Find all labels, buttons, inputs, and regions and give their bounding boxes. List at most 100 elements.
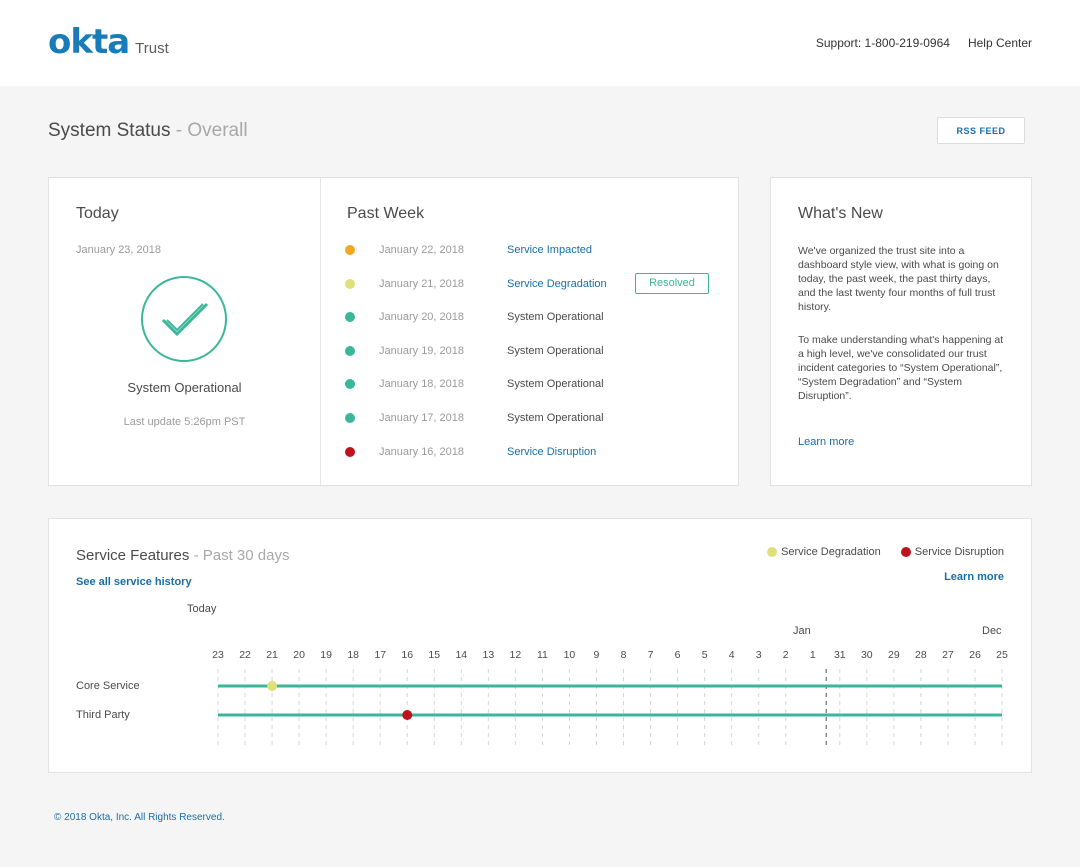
today-heading: Today xyxy=(76,205,119,222)
past-week-status: System Operational xyxy=(507,311,604,324)
legend-item-degradation: Service Degradation xyxy=(767,546,881,558)
okta-trust-logo[interactable]: okta Trust xyxy=(48,22,169,62)
operational-check-icon xyxy=(141,276,227,362)
incident-marker xyxy=(267,681,278,691)
whats-new-heading: What's New xyxy=(798,205,883,222)
status-card: Today January 23, 2018 System Operationa… xyxy=(48,177,739,486)
past-week-row: January 16, 2018 Service Disruption xyxy=(345,442,596,462)
day-tick-label: 14 xyxy=(455,649,467,661)
status-dot-icon xyxy=(345,446,355,457)
past-week-row: January 21, 2018 Service Degradation Resol… xyxy=(345,272,709,294)
day-tick-label: 8 xyxy=(621,649,627,661)
past-week-row: January 20, 2018 System Operational xyxy=(345,307,604,327)
day-tick-label: 18 xyxy=(347,649,359,661)
rss-feed-button[interactable]: RSS FEED xyxy=(937,117,1025,144)
card-divider xyxy=(320,178,321,485)
service-timeline: 23 22 21 20 19 18 17 16 15 14 13 12 11 10 9 8 7 6 5 4 3 2 1 31 3… xyxy=(212,649,1008,747)
day-tick-label: 9 xyxy=(594,649,600,661)
whats-new-paragraph-2: To make understanding what's happening a… xyxy=(798,334,1004,402)
timeline-jan-label: Jan xyxy=(793,625,811,637)
support-phone-link[interactable]: Support: 1-800-219-0964 xyxy=(815,36,950,50)
incident-marker xyxy=(402,710,413,720)
past-week-date: January 21, 2018 xyxy=(379,277,465,290)
logo-wordmark: okta xyxy=(48,22,130,62)
check-icon xyxy=(161,302,209,337)
timeline-today-label: Today xyxy=(187,603,217,615)
past-week-status[interactable]: Service Degradation xyxy=(507,277,607,290)
past-week-row: January 19, 2018 System Operational xyxy=(345,341,604,361)
features-title: Service Features - Past 30 days xyxy=(76,547,289,564)
day-tick-label: 2 xyxy=(783,649,789,661)
day-tick-label: 28 xyxy=(915,649,927,661)
status-dot-icon xyxy=(345,345,355,356)
service-features-card: Service Features - Past 30 days See all … xyxy=(48,518,1032,773)
day-tick-label: 15 xyxy=(428,649,440,661)
past-week-date: January 20, 2018 xyxy=(379,311,465,324)
degradation-dot-icon xyxy=(767,547,778,557)
timeline-dec-label: Dec xyxy=(982,625,1002,637)
past-week-status: System Operational xyxy=(507,412,604,424)
status-dot-icon xyxy=(345,245,355,255)
past-week-row: January 22, 2018 Service Impacted xyxy=(345,240,592,260)
day-tick-label: 10 xyxy=(564,649,576,661)
past-week-date: January 17, 2018 xyxy=(379,412,465,424)
see-all-history-link[interactable]: See all service history xyxy=(76,576,192,588)
page-title-sub: - Overall xyxy=(175,120,248,141)
past-week-date: January 19, 2018 xyxy=(379,344,465,357)
past-week-date: January 22, 2018 xyxy=(379,244,465,256)
day-tick-label: 19 xyxy=(320,649,332,661)
today-last-update: Last update 5:26pm PST xyxy=(123,416,246,428)
day-tick-label: 21 xyxy=(266,649,278,661)
status-dot-icon xyxy=(345,379,355,390)
past-week-row: January 18, 2018 System Operational xyxy=(345,374,604,394)
features-title-main: Service Features xyxy=(76,547,190,564)
day-tick-label: 6 xyxy=(675,649,681,661)
day-tick-label: 4 xyxy=(729,649,735,661)
day-tick-label: 23 xyxy=(212,649,224,661)
day-tick-label: 3 xyxy=(756,649,762,661)
footer-copyright[interactable]: © 2018 Okta, Inc. All Rights Reserved. xyxy=(54,812,225,823)
whats-new-card: What's New We've organized the trust sit… xyxy=(770,177,1032,486)
page-title-main: System Status xyxy=(48,120,171,141)
past-week-status[interactable]: Service Impacted xyxy=(507,244,592,256)
features-title-sub: - Past 30 days xyxy=(193,547,290,564)
day-tick-label: 22 xyxy=(239,649,251,661)
help-center-link[interactable]: Help Center xyxy=(967,36,1032,50)
features-legend: Service Degradation Service Disruption xyxy=(767,546,1004,558)
past-week-date: January 16, 2018 xyxy=(379,445,465,458)
day-tick-label: 17 xyxy=(374,649,386,661)
row-label-third-party: Third Party xyxy=(76,709,130,721)
day-tick-label: 11 xyxy=(537,649,548,661)
disruption-dot-icon xyxy=(900,547,911,557)
row-label-core-service: Core Service xyxy=(76,680,140,692)
past-week-status[interactable]: Service Disruption xyxy=(507,445,597,458)
day-tick-label: 5 xyxy=(702,649,708,661)
logo-subtitle: Trust xyxy=(135,40,169,57)
day-tick-label: 7 xyxy=(648,649,654,661)
whats-new-learn-more-link[interactable]: Learn more xyxy=(798,436,855,448)
day-tick-label: 26 xyxy=(969,649,981,661)
header-links: Support: 1-800-219-0964 Help Center xyxy=(816,36,1032,50)
resolved-badge: Resolved xyxy=(635,272,709,294)
past-week-status: System Operational xyxy=(507,344,604,357)
day-tick-label: 29 xyxy=(888,649,900,661)
today-date: January 23, 2018 xyxy=(76,244,162,256)
day-tick-label: 25 xyxy=(996,649,1008,661)
legend-label: Service Degradation xyxy=(781,546,881,558)
top-header: okta Trust Support: 1-800-219-0964 Help … xyxy=(0,0,1080,86)
past-week-heading: Past Week xyxy=(347,205,425,222)
features-learn-more-link[interactable]: Learn more xyxy=(944,571,1004,583)
legend-item-disruption: Service Disruption xyxy=(900,546,1004,558)
day-tick-label: 1 xyxy=(810,649,816,661)
status-dot-icon xyxy=(345,413,355,423)
today-status: System Operational xyxy=(127,380,242,395)
status-dot-icon xyxy=(345,278,355,289)
whats-new-paragraph-1: We've organized the trust site into a da… xyxy=(798,245,999,313)
past-week-date: January 18, 2018 xyxy=(379,378,465,391)
page-title: System Status - Overall xyxy=(48,120,248,142)
day-tick-label: 30 xyxy=(861,649,873,661)
day-tick-label: 12 xyxy=(510,649,522,661)
day-tick-label: 31 xyxy=(834,649,846,661)
day-tick-label: 20 xyxy=(293,649,305,661)
legend-label: Service Disruption xyxy=(914,546,1004,558)
